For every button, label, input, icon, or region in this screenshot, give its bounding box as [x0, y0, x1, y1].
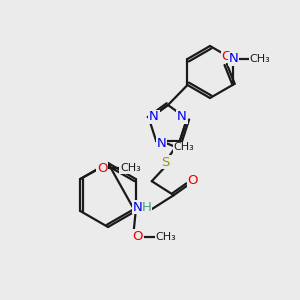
- Text: CH₃: CH₃: [155, 232, 176, 242]
- Text: CH₃: CH₃: [174, 142, 195, 152]
- Text: O: O: [221, 50, 232, 62]
- Text: CH₃: CH₃: [249, 54, 270, 64]
- Text: O: O: [133, 230, 143, 242]
- Text: CH₃: CH₃: [120, 163, 141, 173]
- Text: N: N: [149, 110, 159, 123]
- Text: N: N: [133, 201, 142, 214]
- Text: S: S: [162, 156, 170, 169]
- Text: H: H: [142, 201, 152, 214]
- Text: N: N: [177, 110, 187, 123]
- Text: O: O: [97, 161, 107, 175]
- Text: O: O: [188, 174, 198, 187]
- Text: N: N: [156, 137, 166, 150]
- Text: N: N: [229, 52, 238, 65]
